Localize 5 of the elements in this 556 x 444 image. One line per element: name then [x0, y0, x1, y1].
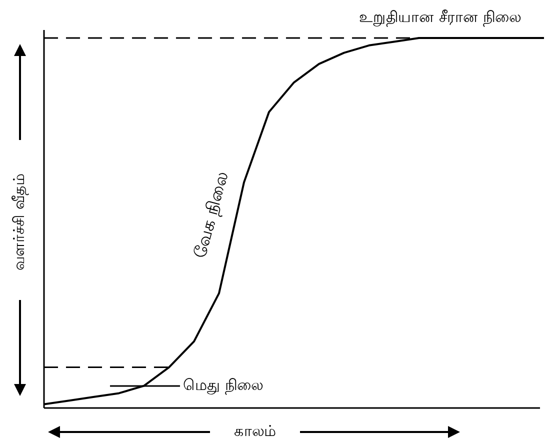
xlabel: காலம் [234, 422, 276, 440]
annotation: உறுதியான சீரான நிலை [359, 8, 521, 26]
annotation: மெது நிலை [183, 376, 263, 394]
annotation: வேக நிலை [190, 170, 233, 260]
ylabel: வளர்ச்சி வீதம் [10, 174, 28, 270]
